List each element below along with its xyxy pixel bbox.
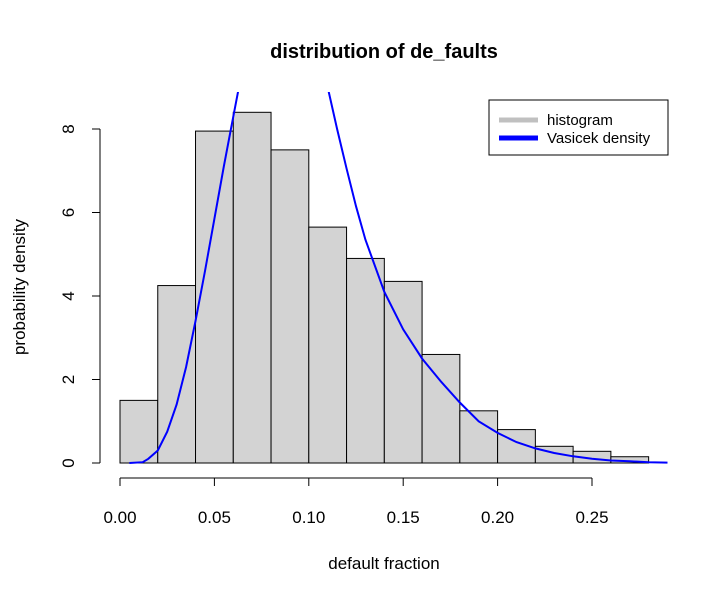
vasicek-density-line xyxy=(129,92,668,464)
histogram-bar xyxy=(119,399,159,464)
legend-box xyxy=(488,99,669,156)
x-axis-label: default fraction xyxy=(328,554,440,573)
y-axis-label: probability density xyxy=(10,218,29,355)
y-tick-label: 8 xyxy=(59,124,78,133)
histogram-bar xyxy=(195,130,234,464)
histogram-bar xyxy=(383,280,423,464)
legend: histogram Vasicek density xyxy=(488,99,669,156)
chart-title: distribution of de_faults xyxy=(270,41,498,63)
histogram-bar xyxy=(459,410,499,464)
histogram-bar xyxy=(270,149,310,464)
density-curve-layer xyxy=(129,92,668,464)
histogram-bars xyxy=(119,111,650,464)
histogram-bar xyxy=(308,226,348,464)
x-tick-label: 0.10 xyxy=(292,508,325,527)
y-tick-label: 4 xyxy=(59,291,78,300)
legend-label-histogram: histogram xyxy=(547,112,613,129)
y-tick-label: 6 xyxy=(59,208,78,217)
x-tick-label: 0.00 xyxy=(103,508,136,527)
y-tick-label: 0 xyxy=(59,458,78,467)
histogram-bar xyxy=(157,285,197,464)
y-tick-label: 2 xyxy=(59,375,78,384)
histogram-bar xyxy=(346,257,385,464)
legend-label-vasicek: Vasicek density xyxy=(547,130,651,147)
y-axis: 0 2 4 6 8 xyxy=(59,124,101,468)
histogram-bar xyxy=(232,111,272,464)
x-tick-label: 0.25 xyxy=(575,508,608,527)
histogram-bar xyxy=(421,353,461,464)
x-tick-label: 0.05 xyxy=(198,508,231,527)
x-tick-label: 0.15 xyxy=(387,508,420,527)
x-tick-label: 0.20 xyxy=(481,508,514,527)
x-axis: 0.00 0.05 0.10 0.15 0.20 0.25 xyxy=(103,477,609,527)
